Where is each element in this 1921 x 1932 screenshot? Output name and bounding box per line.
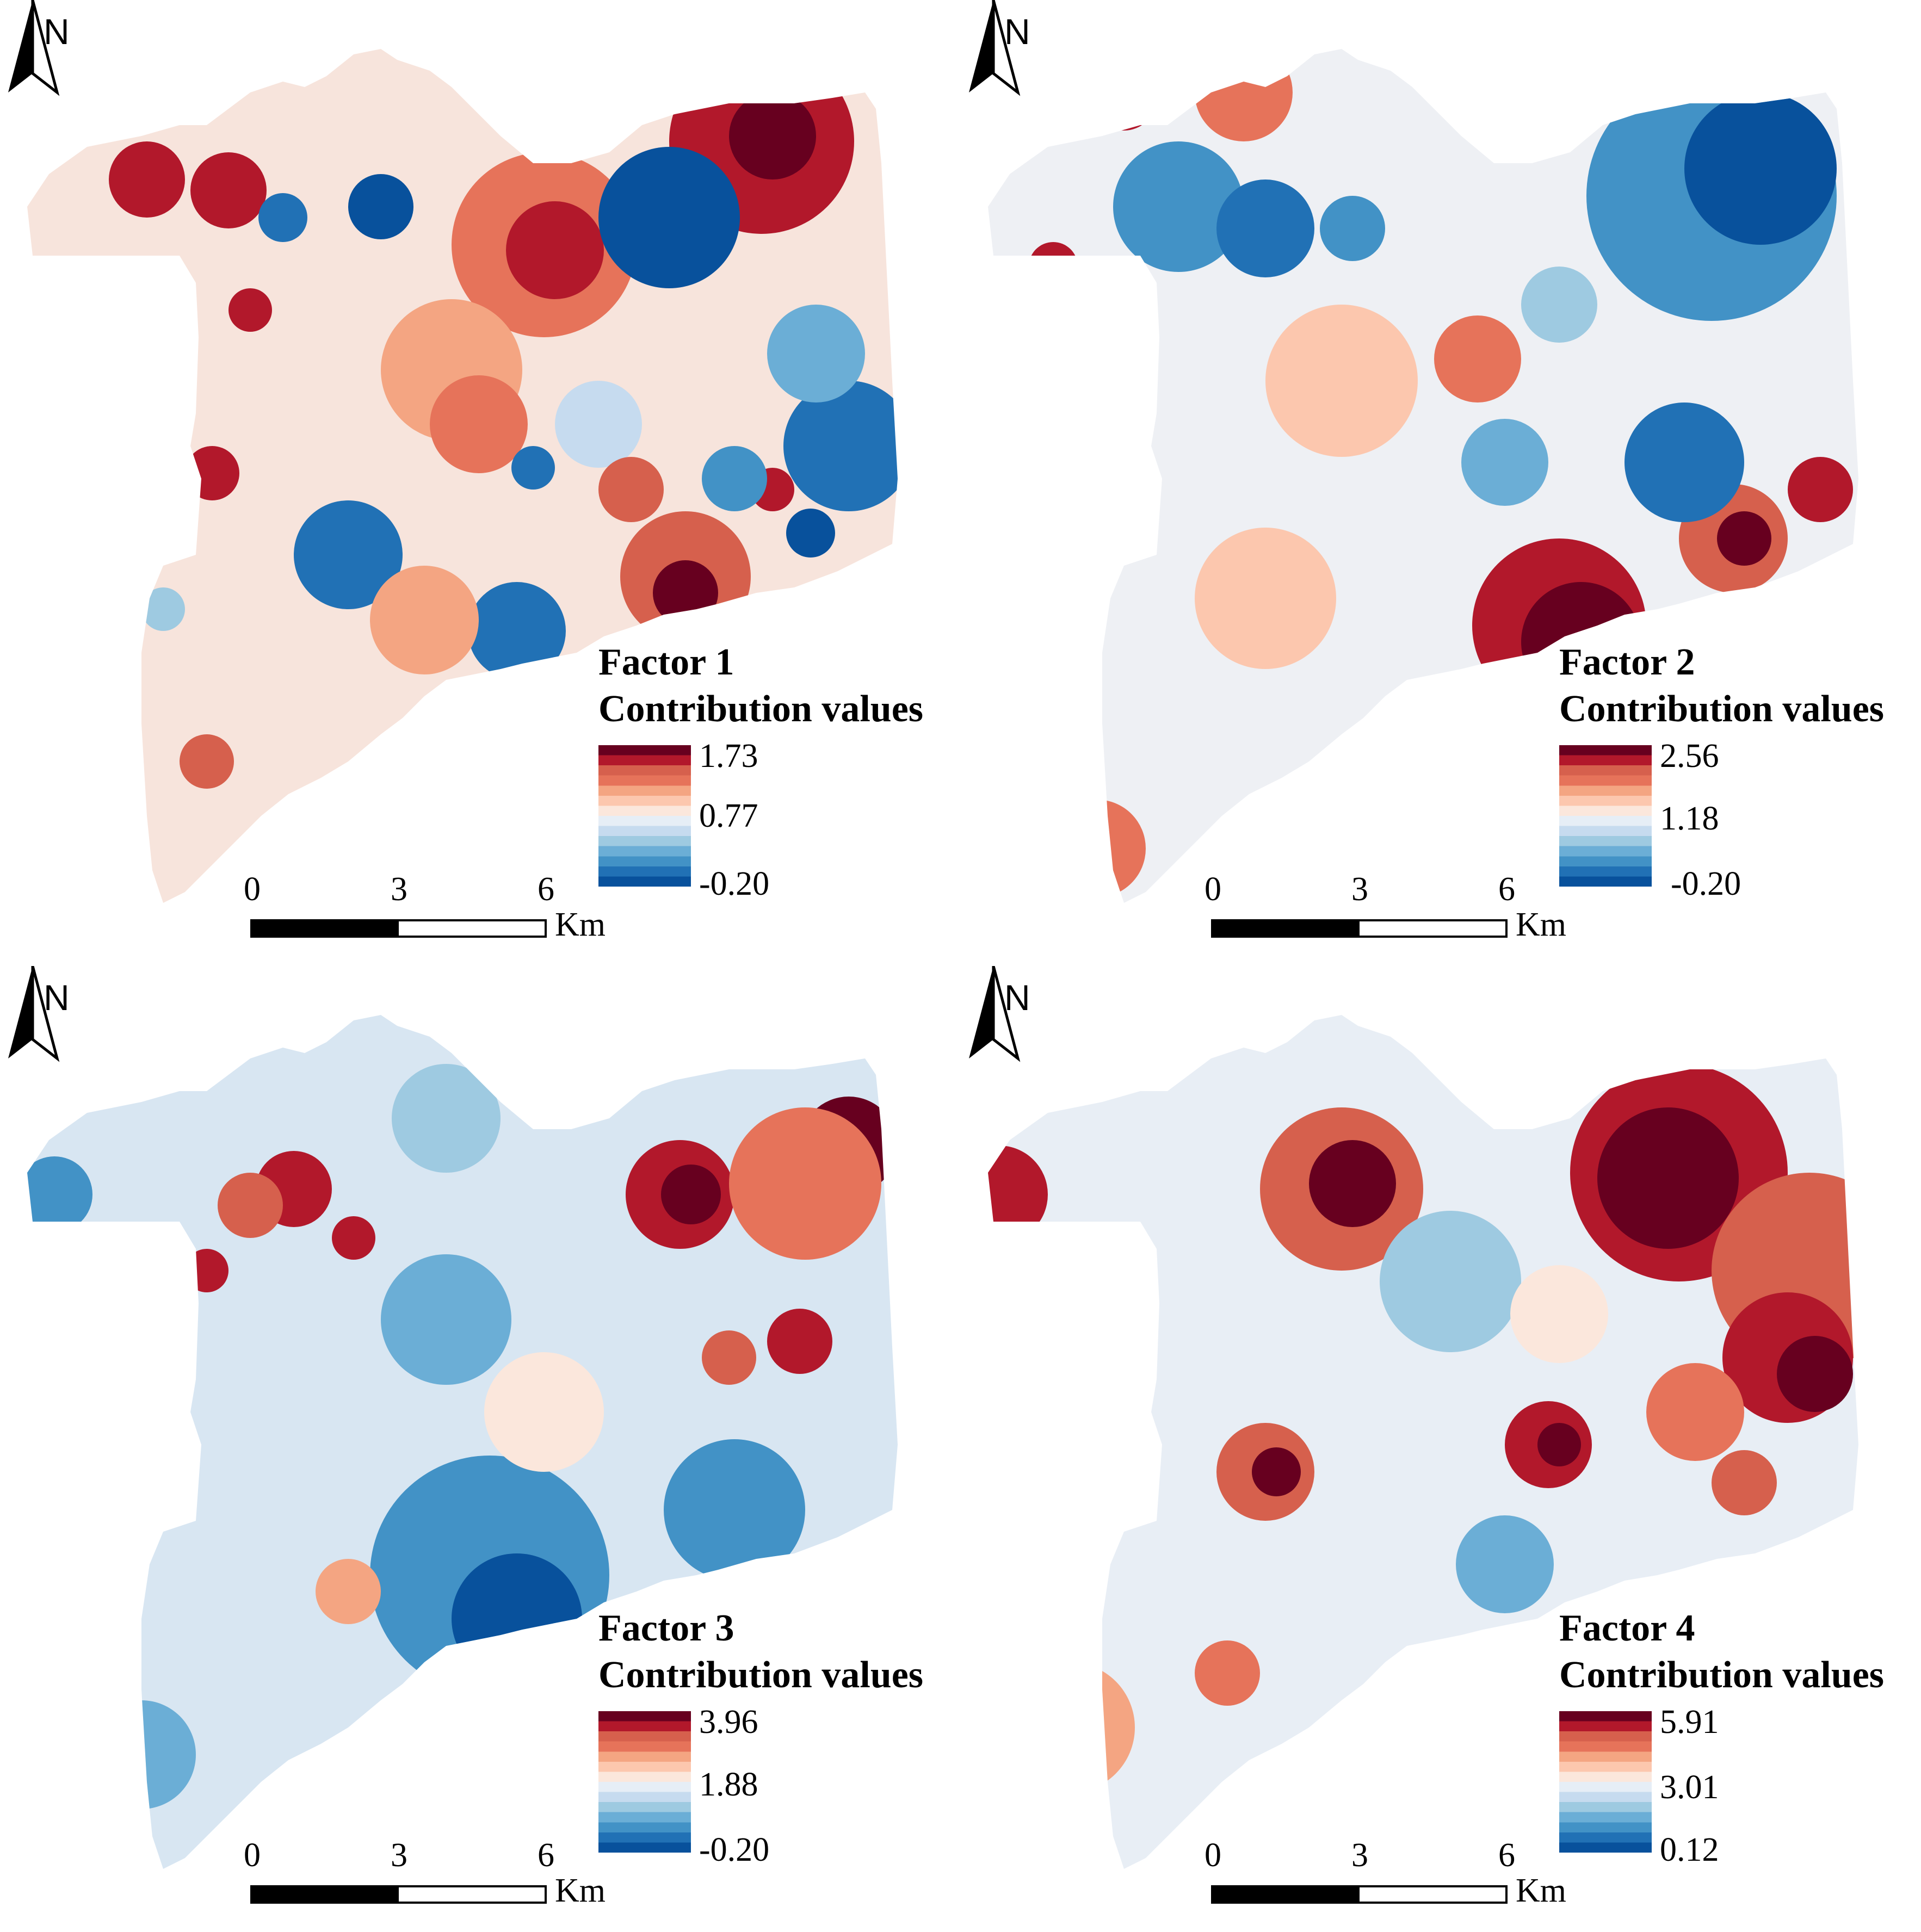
legend-factor-title: Factor 1 <box>598 641 734 683</box>
scale-tick-0: 0 <box>244 1837 261 1874</box>
scale-bar <box>250 919 547 938</box>
legend-heading: Contribution values <box>1559 1654 1885 1696</box>
legend-color-ramp <box>1559 1711 1652 1853</box>
map-panel-factor-2: N Factor 2 Contribution values 2.56 1.18… <box>961 0 1921 966</box>
scale-tick-3: 3 <box>391 1837 407 1874</box>
legend-mid-value: 1.18 <box>1660 800 1719 837</box>
legend-color-ramp <box>598 745 691 887</box>
scale-tick-0: 0 <box>244 871 261 908</box>
scale-tick-6: 6 <box>538 871 554 908</box>
scale-tick-6: 6 <box>538 1837 554 1874</box>
legend-color-ramp <box>1559 745 1652 887</box>
legend-heading: Contribution values <box>1559 688 1885 730</box>
legend-heading: Contribution values <box>598 1654 924 1696</box>
legend-color-ramp <box>598 1711 691 1853</box>
north-label: N <box>1004 11 1030 52</box>
scale-tick-0: 0 <box>1205 1837 1221 1874</box>
north-label: N <box>1004 977 1030 1018</box>
scale-tick-3: 3 <box>1351 1837 1368 1874</box>
legend-factor-title: Factor 2 <box>1559 641 1695 683</box>
scale-unit: Km <box>1516 906 1566 943</box>
legend-min-value: -0.20 <box>699 1831 770 1868</box>
factor-1-map <box>27 49 898 903</box>
legend-mid-value: 3.01 <box>1660 1769 1719 1806</box>
scale-tick-6: 6 <box>1498 1837 1515 1874</box>
legend-heading: Contribution values <box>598 688 924 730</box>
legend-mid-value: 0.77 <box>699 797 758 834</box>
legend-min-value: -0.20 <box>1671 865 1741 902</box>
legend-max-value: 5.91 <box>1660 1704 1719 1741</box>
scale-tick-6: 6 <box>1498 871 1515 908</box>
legend-mid-value: 1.88 <box>699 1766 758 1803</box>
map-panel-factor-4: N Factor 4 Contribution values 5.91 3.01… <box>961 966 1921 1932</box>
north-arrow-icon <box>8 0 60 96</box>
scale-tick-3: 3 <box>1351 871 1368 908</box>
scale-bar <box>1211 1885 1508 1904</box>
scale-tick-0: 0 <box>1205 871 1221 908</box>
scale-unit: Km <box>555 1872 606 1909</box>
factor-3-map <box>27 1015 898 1869</box>
legend-max-value: 2.56 <box>1660 738 1719 775</box>
map-panel-factor-1: N Factor 1 Contribution values 1.73 0.77… <box>0 0 960 966</box>
factor-2-map <box>988 49 1858 903</box>
scale-tick-3: 3 <box>391 871 407 908</box>
legend-min-value: -0.20 <box>699 865 770 902</box>
legend-factor-title: Factor 3 <box>598 1607 734 1649</box>
scale-bar <box>1211 919 1508 938</box>
scale-unit: Km <box>1516 1872 1566 1909</box>
legend-max-value: 1.73 <box>699 738 758 775</box>
scale-unit: Km <box>555 906 606 943</box>
north-arrow-icon <box>8 966 60 1062</box>
north-arrow-icon <box>969 966 1021 1062</box>
north-arrow-icon <box>969 0 1021 96</box>
factor-4-map <box>988 1015 1858 1869</box>
scale-bar <box>250 1885 547 1904</box>
legend-max-value: 3.96 <box>699 1704 758 1741</box>
north-label: N <box>44 977 70 1018</box>
legend-min-value: 0.12 <box>1660 1831 1719 1868</box>
map-panel-factor-3: N Factor 3 Contribution values 3.96 1.88… <box>0 966 960 1932</box>
north-label: N <box>44 11 70 52</box>
legend-factor-title: Factor 4 <box>1559 1607 1695 1649</box>
